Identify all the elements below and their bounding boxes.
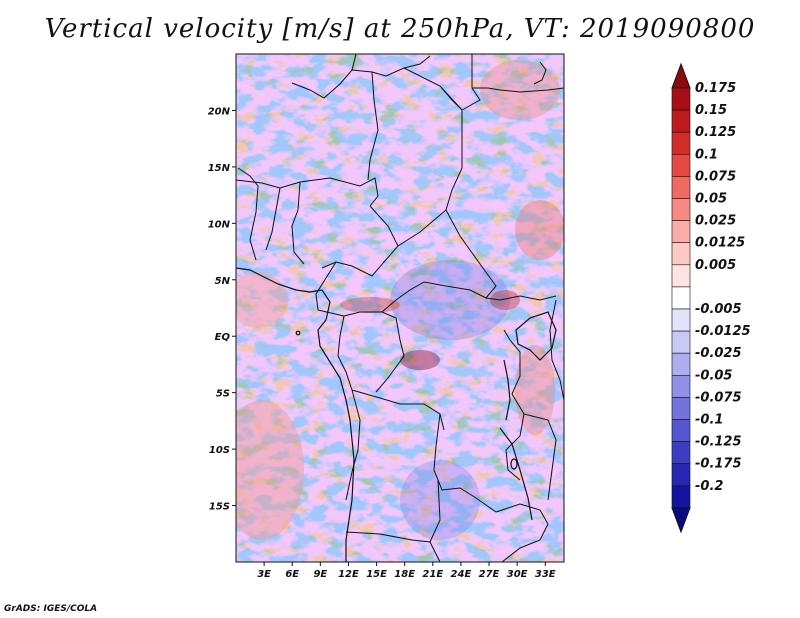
lat-tick-label: 15N [208, 163, 231, 174]
map-title: Vertical velocity [m/s] at 250hPa, VT: 2… [44, 14, 756, 44]
colorbar-label: 0.125 [695, 125, 736, 140]
lat-tick-label: EQ [215, 332, 231, 343]
lat-tick-label: 15S [209, 502, 230, 513]
colorbar-swatch [671, 419, 691, 442]
credit-label: GrADS: IGES/COLA [4, 604, 98, 614]
colorbar-swatch [671, 330, 691, 354]
colorbar-label: 0.05 [695, 192, 727, 207]
lat-tick-label: 10N [208, 219, 231, 230]
colorbar-swatch [671, 463, 691, 487]
lon-tick-label: 6E [285, 569, 299, 580]
colorbar-swatch [671, 109, 691, 133]
colorbar-label: -0.0125 [695, 324, 751, 339]
colorbar-label: 0.0125 [695, 236, 745, 251]
lon-tick-label: 21E [422, 569, 443, 580]
colorbar-swatch [671, 264, 691, 288]
colorbar-swatch [671, 352, 691, 376]
lon-tick-label: 27E [479, 569, 500, 580]
lon-tick-label: 9E [313, 569, 327, 580]
colorbar-swatch [671, 220, 691, 244]
colorbar-label: -0.05 [695, 368, 732, 383]
lon-tick-label: 12E [338, 569, 359, 580]
latitude-axis: 20N 15N 10N 5N EQ 5S 10S 15S [208, 106, 236, 513]
colorbar-swatch [671, 87, 691, 111]
colorbar-top-arrow [671, 62, 691, 89]
colorbar-swatch [671, 308, 691, 332]
colorbar-label: 0.005 [695, 258, 736, 273]
colorbar-swatch [671, 242, 691, 266]
lon-tick-label: 24E [451, 569, 472, 580]
velocity-field [236, 54, 564, 562]
colorbar-label: 0.1 [695, 147, 718, 162]
country-borders [236, 54, 564, 562]
lon-tick-label: 3E [257, 569, 271, 580]
plot-frame [235, 53, 565, 563]
colorbar-label: -0.075 [695, 390, 742, 405]
colorbar-label: -0.1 [695, 413, 723, 428]
colorbar-swatch [671, 131, 691, 155]
colorbar-swatch [671, 374, 691, 398]
colorbar-label: -0.175 [695, 457, 742, 472]
lat-tick-label: 20N [208, 106, 231, 117]
colorbar-label: 0.075 [695, 169, 736, 184]
colorbar-label: 0.025 [695, 214, 736, 229]
colorbar-label: -0.005 [695, 302, 742, 317]
lat-tick-label: 10S [209, 445, 230, 456]
colorbar-swatch [671, 441, 691, 465]
colorbar-label: 0.15 [695, 103, 727, 118]
colorbar-swatch [671, 286, 691, 310]
lon-tick-label: 33E [535, 569, 556, 580]
longitude-axis: 3E 6E 9E 12E 15E 18E 21E 24E 27E 30E 33E [257, 562, 556, 580]
colorbar-label: -0.125 [695, 435, 742, 450]
colorbar-swatch [671, 397, 691, 420]
coastline [236, 267, 557, 562]
colorbar-swatch [671, 176, 691, 199]
colorbar: 0.175 0.15 0.125 0.1 0.075 0.05 0.025 0.0125 0.0… [671, 62, 751, 534]
colorbar-label: 0.175 [695, 81, 736, 96]
colorbar-label: -0.025 [695, 346, 742, 361]
lon-tick-label: 15E [366, 569, 387, 580]
lat-tick-label: 5N [215, 276, 231, 287]
colorbar-swatch [671, 154, 691, 177]
lon-tick-label: 30E [507, 569, 528, 580]
lon-tick-label: 18E [394, 569, 415, 580]
colorbar-swatch [671, 485, 691, 509]
colorbar-swatch [671, 198, 691, 221]
lat-tick-label: 5S [216, 389, 230, 400]
colorbar-bottom-arrow [671, 507, 691, 534]
colorbar-label: -0.2 [695, 479, 723, 494]
